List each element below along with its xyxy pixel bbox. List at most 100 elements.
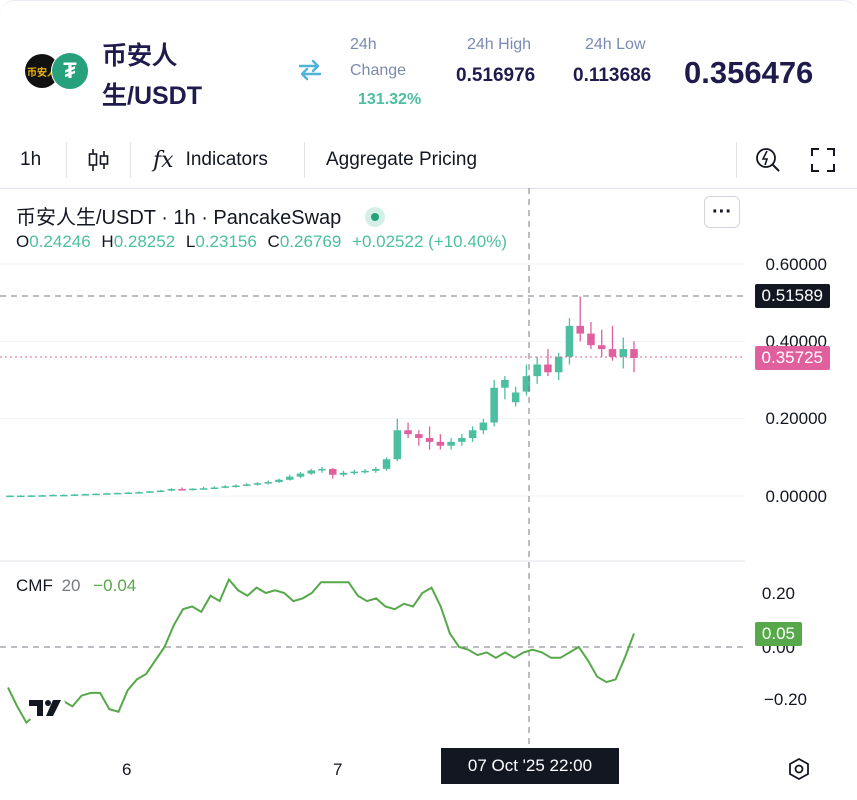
candle-body bbox=[253, 483, 262, 485]
candle-body bbox=[146, 491, 154, 493]
low-value: 0.113686 bbox=[573, 65, 652, 86]
candles-icon[interactable] bbox=[86, 132, 110, 188]
time-axis-label: 7 bbox=[333, 760, 343, 779]
candle-body bbox=[361, 470, 369, 473]
candle-body bbox=[479, 422, 488, 431]
indicators-label: Indicators bbox=[185, 149, 268, 170]
toolbar-divider bbox=[66, 142, 67, 178]
price-axis-label: 0.60000 bbox=[765, 255, 827, 274]
cmf-current-tag: 0.05 bbox=[754, 622, 802, 646]
cmf-value: −0.04 bbox=[93, 576, 137, 595]
cmf-period: 20 bbox=[61, 576, 81, 595]
tether-logo-icon: ₮ bbox=[51, 52, 89, 90]
candle-body bbox=[221, 486, 229, 488]
candle-body bbox=[554, 356, 563, 373]
candle-body bbox=[619, 349, 628, 357]
candle-body bbox=[533, 364, 541, 377]
aggregate-pricing-button[interactable]: Aggregate Pricing bbox=[326, 149, 478, 170]
candle-body bbox=[436, 441, 445, 446]
cmf-axis-label: −0.20 bbox=[763, 690, 807, 709]
candle-body bbox=[70, 494, 79, 496]
last-price-tag: 0.35725 bbox=[754, 346, 830, 370]
candle-body bbox=[587, 333, 595, 346]
crosshair-time-tag: 07 Oct '25 22:00 bbox=[441, 748, 619, 784]
candle-body bbox=[404, 430, 412, 435]
open-value: 0.24246 bbox=[29, 232, 91, 251]
candle-body bbox=[156, 490, 165, 493]
chart-toolbar: 1h fx Indicators Aggregate Pricing bbox=[0, 132, 857, 189]
candle-body bbox=[318, 468, 326, 471]
tradingview-logo-icon[interactable] bbox=[26, 690, 66, 726]
candle-body bbox=[6, 495, 14, 498]
candle-body bbox=[242, 484, 251, 486]
pair-name-line1: 币安人 bbox=[102, 42, 178, 70]
candle-body bbox=[167, 489, 176, 491]
candle-body bbox=[458, 438, 466, 442]
chart-canvas[interactable] bbox=[0, 188, 857, 748]
candle-body bbox=[92, 493, 100, 496]
swap-arrows-icon[interactable] bbox=[296, 58, 324, 89]
candle-body bbox=[544, 364, 552, 373]
candle-body bbox=[447, 441, 455, 446]
candle-body bbox=[522, 376, 531, 392]
price-axis-label: 0.20000 bbox=[765, 409, 827, 428]
candles-series bbox=[6, 296, 638, 498]
close-label: C bbox=[267, 232, 280, 251]
high-label: H bbox=[101, 232, 114, 251]
replay-icon[interactable] bbox=[754, 132, 782, 188]
candle-body bbox=[339, 472, 348, 475]
candle-body bbox=[285, 476, 294, 480]
pair-header bbox=[0, 0, 857, 131]
candle-body bbox=[103, 493, 111, 495]
candle-body bbox=[565, 325, 574, 357]
more-options-button[interactable]: ··· bbox=[704, 196, 740, 228]
time-axis-label: 6 bbox=[122, 760, 132, 779]
candle-body bbox=[630, 349, 638, 358]
candle-body bbox=[16, 495, 25, 498]
candle-body bbox=[307, 470, 316, 474]
candle-body bbox=[490, 387, 498, 423]
live-status-icon bbox=[364, 206, 385, 227]
settings-hex-icon[interactable] bbox=[788, 757, 810, 786]
pair-name[interactable]: 币安人 生/USDT bbox=[102, 36, 202, 116]
low-label: L bbox=[185, 232, 196, 251]
candle-body bbox=[425, 438, 434, 442]
toolbar-divider bbox=[304, 142, 305, 178]
pair-name-line2: 生/USDT bbox=[102, 82, 203, 110]
change-label-2: Change bbox=[350, 62, 407, 79]
low-label: 24h Low bbox=[585, 36, 646, 53]
candle-body bbox=[178, 489, 186, 491]
last-price: 0.356476 bbox=[684, 55, 814, 90]
candle-body bbox=[232, 485, 240, 488]
candle-body bbox=[49, 494, 57, 497]
candle-body bbox=[608, 349, 617, 357]
cmf-axis-label: 0.20 bbox=[761, 584, 795, 603]
toolbar-divider bbox=[130, 142, 131, 178]
candle-body bbox=[415, 434, 423, 438]
price-axis-label: 0.00000 bbox=[765, 487, 827, 506]
candle-body bbox=[597, 345, 606, 350]
crosshair-price-tag: 0.51589 bbox=[754, 284, 830, 308]
interval-button[interactable]: 1h bbox=[20, 149, 42, 170]
cmf-legend: CMF 20 −0.04 bbox=[16, 576, 136, 596]
toolbar-divider bbox=[736, 142, 737, 178]
price-grid bbox=[0, 263, 745, 497]
candle-body bbox=[468, 430, 477, 438]
cmf-name: CMF bbox=[16, 576, 53, 595]
candle-body bbox=[124, 492, 133, 495]
candle-body bbox=[296, 473, 305, 477]
close-value: 0.26769 bbox=[279, 232, 342, 251]
change-value: 131.32% bbox=[358, 91, 422, 108]
pair-logo: 币安人 ₮ bbox=[25, 52, 89, 90]
candle-body bbox=[576, 325, 584, 334]
low-value: 0.23156 bbox=[195, 232, 257, 251]
high-label: 24h High bbox=[467, 36, 532, 53]
candle-body bbox=[27, 495, 36, 497]
candle-body bbox=[113, 492, 122, 495]
candle-body bbox=[81, 494, 90, 496]
fullscreen-icon[interactable] bbox=[810, 132, 836, 188]
candle-body bbox=[264, 482, 272, 484]
candle-body bbox=[511, 392, 520, 403]
candle-body bbox=[372, 468, 380, 471]
indicators-button[interactable]: fx Indicators bbox=[153, 132, 268, 188]
